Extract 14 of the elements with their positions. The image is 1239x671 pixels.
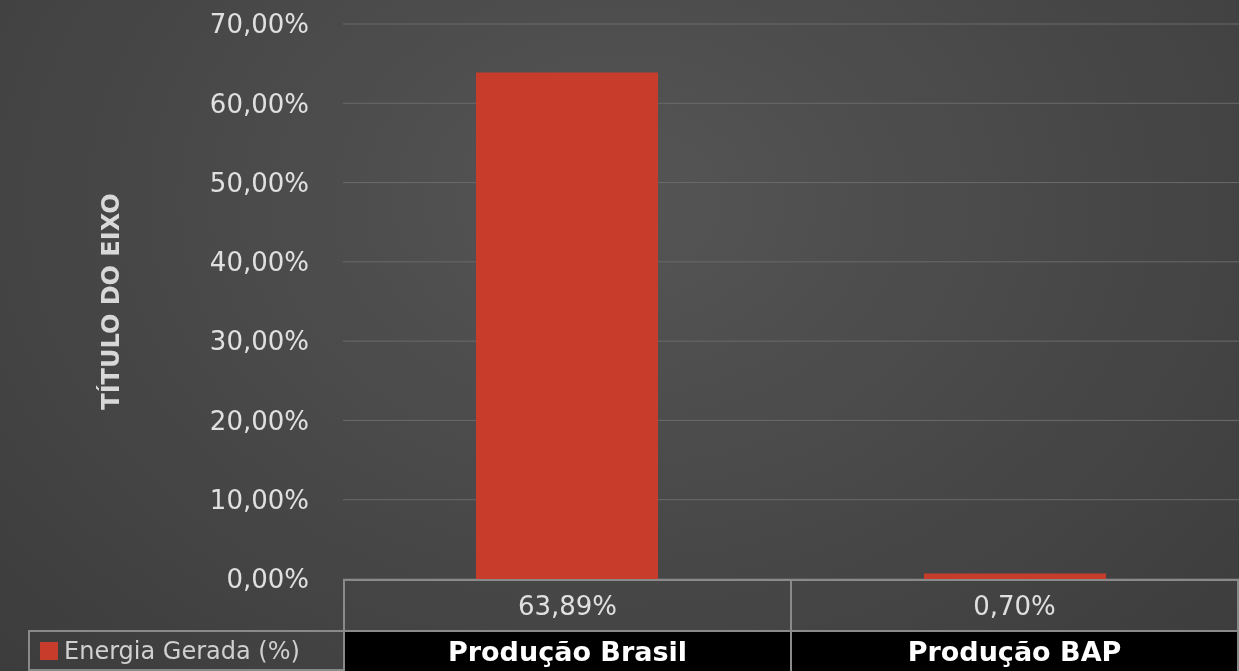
- x-tick-label: Produção BAP: [907, 636, 1122, 667]
- y-axis-title: TÍTULO DO EIXO: [95, 193, 125, 410]
- x-tick-label: Produção Brasil: [447, 636, 688, 667]
- y-tick-label: 70,00%: [209, 9, 309, 40]
- y-tick-label: 30,00%: [209, 326, 309, 357]
- y-tick-label: 50,00%: [209, 167, 309, 198]
- y-tick-label: 20,00%: [209, 405, 309, 436]
- data-label: 63,89%: [517, 590, 618, 621]
- y-tick-label: 0,00%: [226, 564, 309, 595]
- legend-label: Energia Gerada (%): [63, 636, 300, 665]
- y-tick-label: 60,00%: [209, 88, 309, 119]
- y-tick-label: 10,00%: [209, 484, 309, 515]
- data-label: 0,70%: [973, 590, 1056, 621]
- y-tick-label: 40,00%: [209, 247, 309, 278]
